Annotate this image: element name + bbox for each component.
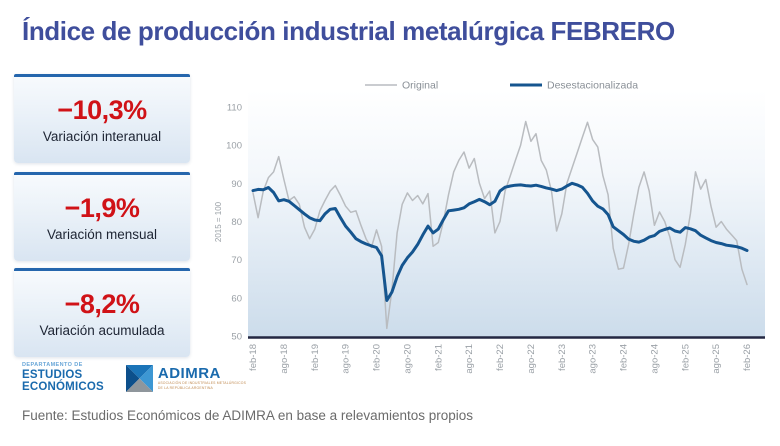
y-tick-label: 50 <box>231 332 242 343</box>
source-note: Fuente: Estudios Económicos de ADIMRA en… <box>22 408 473 423</box>
adimra-tagline-2: DE LA REPÚBLICA ARGENTINA <box>157 385 213 390</box>
adimra-logo: ADIMRA ASOCIACIÓN DE INDUSTRIALES METALÚ… <box>125 364 246 392</box>
adimra-logo-text: ADIMRA ASOCIACIÓN DE INDUSTRIALES METALÚ… <box>158 366 246 390</box>
x-tick-label: ago-23 <box>588 344 599 374</box>
branding-row: DEPARTAMENTO DE ESTUDIOS ECONÓMICOS ADIM… <box>22 358 246 398</box>
adimra-logo-icon <box>125 364 153 392</box>
x-tick-label: feb-19 <box>310 344 321 371</box>
x-tick-label: feb-20 <box>372 344 383 371</box>
x-tick-label: feb-26 <box>742 344 753 371</box>
series-line-original <box>252 120 748 330</box>
x-tick-label: ago-22 <box>526 344 537 374</box>
y-tick-label: 60 <box>231 293 242 304</box>
stat-value-mensual: −1,9% <box>64 192 140 223</box>
x-tick-label: ago-25 <box>711 344 722 374</box>
department-logo: DEPARTAMENTO DE ESTUDIOS ECONÓMICOS <box>22 362 104 393</box>
adimra-tagline-1: ASOCIACIÓN DE INDUSTRIALES METALÚRGICOS <box>157 381 247 386</box>
page-title: Índice de producción industrial metalúrg… <box>22 16 675 46</box>
y-tick-label: 100 <box>226 141 242 152</box>
x-tick-label: ago-18 <box>279 344 290 374</box>
x-tick-label: feb-18 <box>248 344 259 371</box>
stat-value-interanual: −10,3% <box>57 94 147 125</box>
stat-card-mensual: −1,9% Variación mensual <box>14 172 190 261</box>
x-tick-label: ago-21 <box>464 344 475 374</box>
stat-value-acumulada: −8,2% <box>64 288 140 319</box>
stat-label-interanual: Variación interanual <box>42 128 162 144</box>
department-line1: ESTUDIOS <box>22 368 83 381</box>
y-tick-label: 110 <box>227 103 242 114</box>
plot-background <box>248 90 765 337</box>
x-tick-label: ago-24 <box>649 344 660 374</box>
x-tick-label: ago-19 <box>341 344 352 374</box>
legend-label-original: Original <box>402 80 438 92</box>
x-tick-label: feb-25 <box>680 344 691 371</box>
x-tick-label: feb-23 <box>557 344 568 371</box>
y-tick-label: 80 <box>231 217 242 228</box>
y-tick-label: 90 <box>231 179 242 190</box>
department-line2: ECONÓMICOS <box>22 380 104 393</box>
x-tick-label: feb-24 <box>619 344 630 371</box>
stat-label-acumulada: Variación acumulada <box>39 322 165 338</box>
adimra-name: ADIMRA <box>157 365 221 383</box>
stat-card-acumulada: −8,2% Variación acumulada <box>14 268 190 357</box>
series-line-desestacionalizada <box>251 181 749 302</box>
y-axis-title: 2015 = 100 <box>214 201 223 242</box>
chart-svg: 50 60 70 80 90 100 110 2015 = 100 feb-18 ago-18 fe… <box>214 80 765 374</box>
stat-label-mensual: Variación mensual <box>46 226 158 242</box>
department-small-label: DEPARTAMENTO DE <box>22 362 83 369</box>
x-tick-label: ago-20 <box>402 344 413 374</box>
legend-label-desestacionalizada: Desestacionalizada <box>547 80 638 92</box>
stat-card-interanual: −10,3% Variación interanual <box>14 74 190 163</box>
x-tick-label: feb-22 <box>495 344 506 371</box>
x-tick-label: feb-21 <box>433 344 444 371</box>
y-tick-label: 70 <box>231 255 242 266</box>
